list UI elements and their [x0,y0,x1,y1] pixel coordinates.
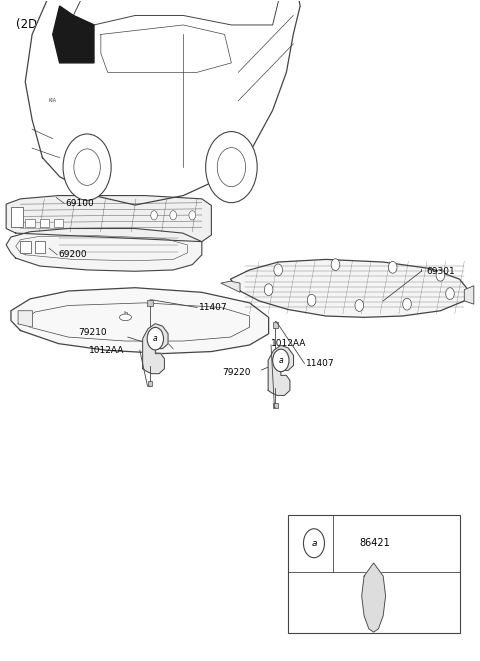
Circle shape [388,261,397,273]
Circle shape [403,298,411,310]
Circle shape [446,288,454,299]
Text: 11407: 11407 [306,359,335,368]
Text: KIA: KIA [48,98,57,103]
Polygon shape [464,286,474,304]
Circle shape [189,211,196,220]
Text: a: a [311,539,317,548]
Circle shape [217,147,246,186]
FancyBboxPatch shape [288,515,459,633]
Text: b: b [123,311,128,317]
Polygon shape [25,0,300,205]
Text: (2DOOR COUPE): (2DOOR COUPE) [16,18,112,31]
FancyBboxPatch shape [148,381,152,386]
Polygon shape [362,563,385,632]
FancyBboxPatch shape [35,241,45,253]
Text: a: a [278,356,283,365]
Polygon shape [221,281,240,292]
Text: 86421: 86421 [360,538,390,548]
Ellipse shape [120,314,132,321]
Circle shape [147,327,164,350]
Circle shape [74,149,100,185]
Circle shape [331,258,340,270]
Circle shape [63,134,111,200]
Polygon shape [268,346,294,395]
FancyBboxPatch shape [39,219,49,227]
Text: 11407: 11407 [199,303,227,312]
FancyBboxPatch shape [25,219,35,227]
Text: 79210: 79210 [79,328,108,337]
Polygon shape [143,324,168,373]
Text: 69200: 69200 [59,251,87,259]
FancyBboxPatch shape [21,241,31,253]
Text: 1012AA: 1012AA [271,339,306,348]
Polygon shape [6,229,202,271]
Text: 69301: 69301 [426,267,455,276]
Circle shape [170,211,177,220]
FancyBboxPatch shape [11,207,23,227]
Polygon shape [11,288,269,354]
Circle shape [273,349,289,371]
Circle shape [303,529,324,558]
Polygon shape [73,0,279,25]
Polygon shape [18,311,33,327]
Circle shape [274,264,282,276]
Circle shape [307,294,316,306]
FancyBboxPatch shape [273,403,277,408]
Text: a: a [153,334,157,343]
Circle shape [264,284,273,295]
Circle shape [436,269,445,281]
Polygon shape [6,196,211,242]
Polygon shape [230,259,469,317]
FancyBboxPatch shape [54,219,63,227]
Circle shape [205,132,257,203]
Text: 69100: 69100 [66,199,95,208]
Text: 79220: 79220 [222,368,251,377]
FancyBboxPatch shape [147,300,153,306]
FancyBboxPatch shape [273,322,278,328]
Polygon shape [53,6,94,63]
Circle shape [151,211,157,220]
Circle shape [355,299,364,311]
Text: 1012AA: 1012AA [89,346,124,355]
